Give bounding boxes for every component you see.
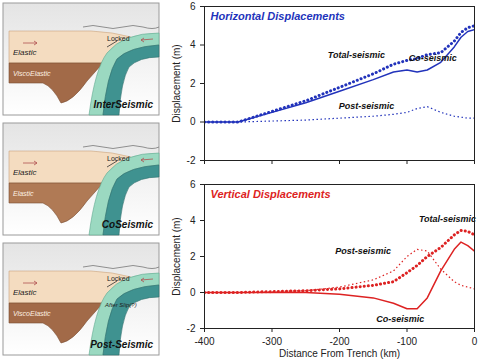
svg-text:Elastic: Elastic (13, 168, 37, 177)
svg-text:Co-seismic: Co-seismic (376, 314, 424, 324)
svg-text:After Slip(?): After Slip(?) (104, 302, 137, 308)
svg-text:2: 2 (190, 78, 196, 89)
svg-text:Elastic: Elastic (13, 48, 37, 57)
svg-text:-2: -2 (187, 323, 196, 334)
svg-text:Post-seismic: Post-seismic (339, 101, 395, 111)
svg-text:4: 4 (190, 215, 196, 226)
svg-text:Distance From Trench (km): Distance From Trench (km) (279, 348, 400, 359)
svg-text:ViscoElastic: ViscoElastic (13, 70, 51, 77)
svg-text:0: 0 (190, 287, 196, 298)
svg-text:Total-seismic: Total-seismic (328, 50, 385, 60)
svg-text:Post-seismic: Post-seismic (335, 246, 391, 256)
svg-text:Displacement (m): Displacement (m) (171, 217, 182, 295)
svg-text:Post-Seismic: Post-Seismic (90, 339, 153, 350)
svg-text:ViscoElastic: ViscoElastic (13, 310, 51, 317)
svg-text:Locked: Locked (107, 275, 130, 282)
svg-text:0: 0 (472, 336, 478, 347)
svg-text:CoSeismic: CoSeismic (102, 219, 154, 230)
svg-text:InterSeismic: InterSeismic (94, 99, 154, 110)
svg-text:-200: -200 (329, 336, 349, 347)
svg-text:Vertical Displacements: Vertical Displacements (211, 188, 331, 200)
svg-text:-100: -100 (397, 336, 417, 347)
svg-text:-400: -400 (194, 336, 214, 347)
svg-text:4: 4 (190, 39, 196, 50)
svg-text:Locked: Locked (107, 35, 130, 42)
svg-text:0: 0 (190, 116, 196, 127)
svg-text:6: 6 (190, 1, 196, 12)
svg-text:Locked: Locked (107, 155, 130, 162)
svg-text:-2: -2 (187, 155, 196, 166)
svg-text:Elastic: Elastic (13, 288, 37, 297)
svg-text:Total-seismic: Total-seismic (419, 214, 476, 224)
svg-text:Co-seismic: Co-seismic (409, 53, 457, 63)
svg-text:Horizontal Displacements: Horizontal Displacements (211, 10, 345, 22)
svg-text:-300: -300 (262, 336, 282, 347)
svg-text:6: 6 (190, 179, 196, 190)
svg-text:2: 2 (190, 251, 196, 262)
svg-text:Elastic: Elastic (13, 190, 34, 197)
svg-text:Displacement (m): Displacement (m) (171, 44, 182, 122)
